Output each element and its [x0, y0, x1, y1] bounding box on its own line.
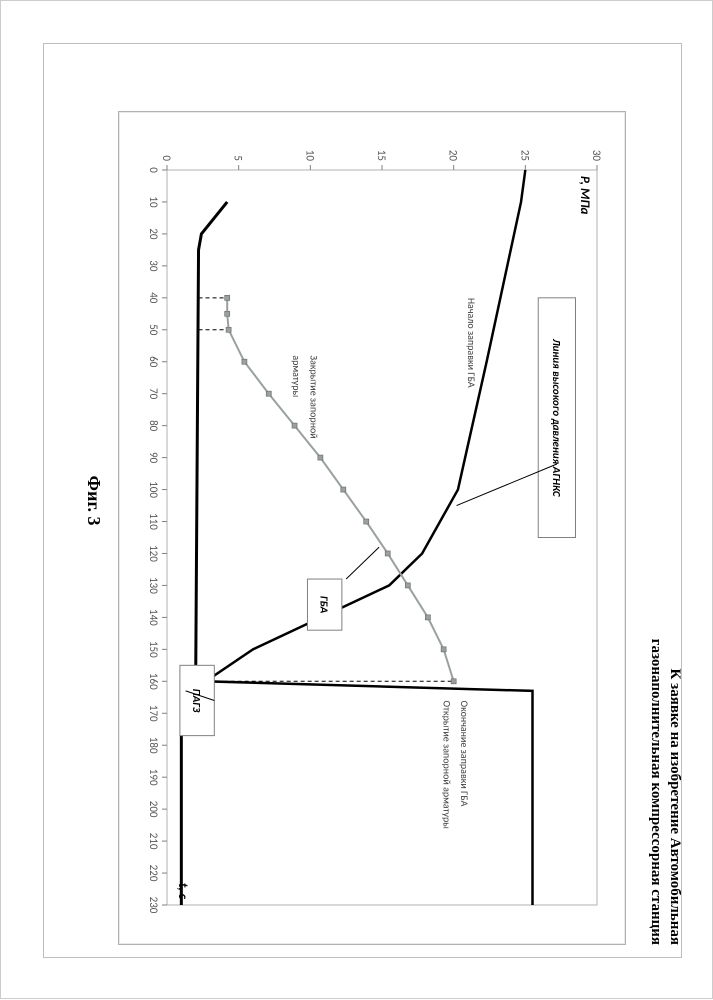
y-tick-label: 10	[304, 150, 317, 162]
callout-label: ГБА	[318, 596, 331, 614]
series-gba-marker	[225, 295, 230, 300]
annotation-text: Открытие запорной арматуры	[441, 700, 454, 828]
x-tick-label: 150	[148, 641, 161, 658]
x-tick-label: 70	[148, 388, 161, 400]
x-tick-label: 60	[148, 356, 161, 368]
x-tick-label: 10	[148, 196, 161, 208]
series-gba-marker	[442, 647, 447, 652]
series-gba-marker	[318, 455, 323, 460]
series-gba-marker	[406, 583, 411, 588]
x-tick-label: 230	[148, 897, 161, 914]
x-tick-label: 30	[148, 260, 161, 272]
x-tick-label: 120	[148, 545, 161, 562]
figure-caption: Фиг. 3	[84, 1, 105, 1000]
series-gba-marker	[267, 391, 272, 396]
x-tick-label: 180	[148, 737, 161, 754]
header: К заявке на изобретение Автомобильная га…	[647, 1, 713, 1000]
series-gba-marker	[426, 615, 431, 620]
callout-label: Линия высокого давления АГНКС	[550, 338, 563, 498]
y-tick-label: 5	[232, 155, 245, 161]
y-tick-label: 20	[447, 150, 460, 162]
series-gba-marker	[227, 327, 232, 332]
x-tick-label: 160	[148, 673, 161, 690]
series-gba-marker	[225, 311, 230, 316]
annotation-text: Начало заправки ГБА	[466, 298, 479, 388]
header-line-1: К заявке на изобретение Автомобильная	[665, 1, 684, 945]
x-tick-label: 80	[148, 420, 161, 432]
x-tick-label: 40	[148, 292, 161, 304]
x-tick-label: 130	[148, 577, 161, 594]
series-gba-marker	[364, 519, 369, 524]
x-tick-label: 20	[148, 228, 161, 240]
series-gba-marker	[386, 551, 391, 556]
x-tick-label: 140	[148, 609, 161, 626]
rotated-canvas: К заявке на изобретение Автомобильная га…	[1, 1, 713, 1000]
callout-label: ПАГЗ	[191, 689, 204, 713]
x-tick-label: 200	[148, 801, 161, 818]
x-tick-label: 110	[148, 513, 161, 530]
x-tick-label: 170	[148, 705, 161, 722]
series-gba-marker	[341, 487, 346, 492]
y-axis-title: P, МПа	[578, 176, 593, 215]
header-line-2: газонаполнительная компрессорная станция	[647, 1, 666, 945]
pressure-chart: 0102030405060708090100110120130140150160…	[128, 120, 618, 935]
x-tick-label: 210	[148, 833, 161, 850]
y-tick-label: 30	[591, 150, 604, 162]
x-tick-label: 190	[148, 769, 161, 786]
annotation-text: Закрытие запорной	[308, 355, 321, 438]
x-tick-label: 50	[148, 324, 161, 336]
x-tick-label: 90	[148, 452, 161, 464]
chart-frame: 0102030405060708090100110120130140150160…	[119, 111, 627, 945]
annotation-text: арматуры	[291, 355, 304, 397]
annotation-text: Окончание заправки ГБА	[458, 700, 471, 806]
series-gba-marker	[242, 359, 247, 364]
y-tick-label: 0	[161, 155, 174, 161]
x-tick-label: 220	[148, 865, 161, 882]
x-tick-label: 100	[148, 481, 161, 498]
x-tick-label: 0	[148, 167, 161, 173]
y-tick-label: 15	[376, 150, 389, 161]
series-gba-marker	[452, 679, 457, 684]
y-tick-label: 25	[519, 150, 532, 161]
series-gba-marker	[293, 423, 298, 428]
page: К заявке на изобретение Автомобильная га…	[0, 0, 713, 999]
